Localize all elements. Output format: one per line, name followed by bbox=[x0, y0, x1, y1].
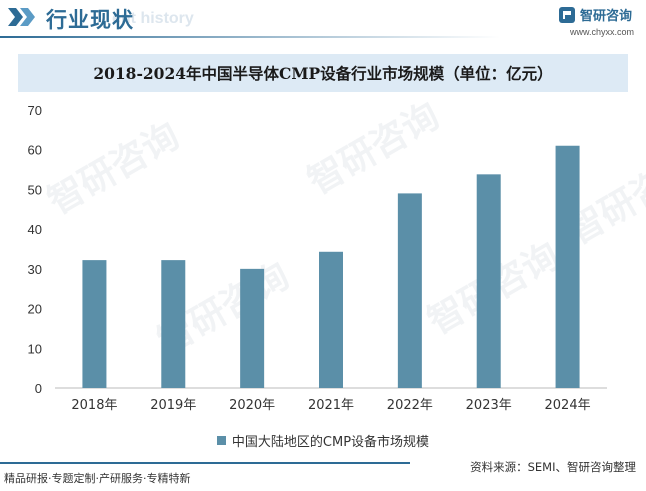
bar bbox=[397, 193, 422, 388]
bar bbox=[161, 260, 186, 388]
source-note: 资料来源：SEMI、智研咨询整理 bbox=[470, 460, 636, 474]
x-tick-label: 2019年 bbox=[150, 398, 196, 413]
chart-title-bar: 2018-2024年中国半导体CMP设备行业市场规模（单位：亿元） bbox=[18, 54, 628, 92]
legend-label: 中国大陆地区的CMP设备市场规模 bbox=[231, 435, 430, 450]
y-tick-label: 20 bbox=[28, 302, 42, 317]
brand-name: 智研咨询 bbox=[579, 9, 632, 24]
chart-title: 2018-2024年中国半导体CMP设备行业市场规模（单位：亿元） bbox=[93, 64, 553, 83]
x-tick-label: 2022年 bbox=[387, 398, 433, 413]
brand-url: www.chyxx.com bbox=[569, 27, 634, 37]
header-divider bbox=[0, 36, 500, 38]
bar bbox=[555, 145, 580, 388]
y-tick-label: 60 bbox=[28, 143, 42, 158]
legend-swatch bbox=[216, 436, 226, 445]
y-tick-label: 10 bbox=[28, 341, 42, 356]
bar bbox=[476, 174, 501, 388]
y-tick-label: 40 bbox=[28, 222, 42, 237]
footer-divider bbox=[0, 462, 410, 464]
brand: 智研咨询 bbox=[558, 5, 632, 24]
bar bbox=[82, 260, 107, 388]
y-tick-label: 30 bbox=[28, 262, 42, 277]
x-tick-label: 2024年 bbox=[545, 398, 591, 413]
brand-logo-icon bbox=[558, 6, 575, 23]
x-tick-label: 2023年 bbox=[466, 398, 512, 413]
footer-tagline: 精品研报·专题定制·产研服务·专精特新 bbox=[4, 472, 191, 485]
y-tick-label: 50 bbox=[28, 182, 42, 197]
x-tick-label: 2021年 bbox=[308, 398, 354, 413]
y-tick-label: 70 bbox=[28, 103, 42, 118]
bar bbox=[240, 268, 265, 388]
bar-chart: 0 10 20 30 40 50 60 70 2018年 2019年 2020年 2021年 2022年… bbox=[28, 103, 607, 413]
header: ent history 行业现状 智研咨询 www.chyxx.com bbox=[0, 0, 646, 42]
y-tick-label: 0 bbox=[35, 381, 42, 396]
legend: 中国大陆地区的CMP设备市场规模 bbox=[0, 431, 646, 450]
section-title: 行业现状 bbox=[46, 8, 134, 32]
header-ghost-text: ent history bbox=[112, 10, 194, 27]
x-tick-label: 2020年 bbox=[229, 398, 275, 413]
bar bbox=[319, 251, 343, 388]
x-tick-label: 2018年 bbox=[71, 398, 117, 413]
double-chevron-icon bbox=[8, 8, 35, 26]
